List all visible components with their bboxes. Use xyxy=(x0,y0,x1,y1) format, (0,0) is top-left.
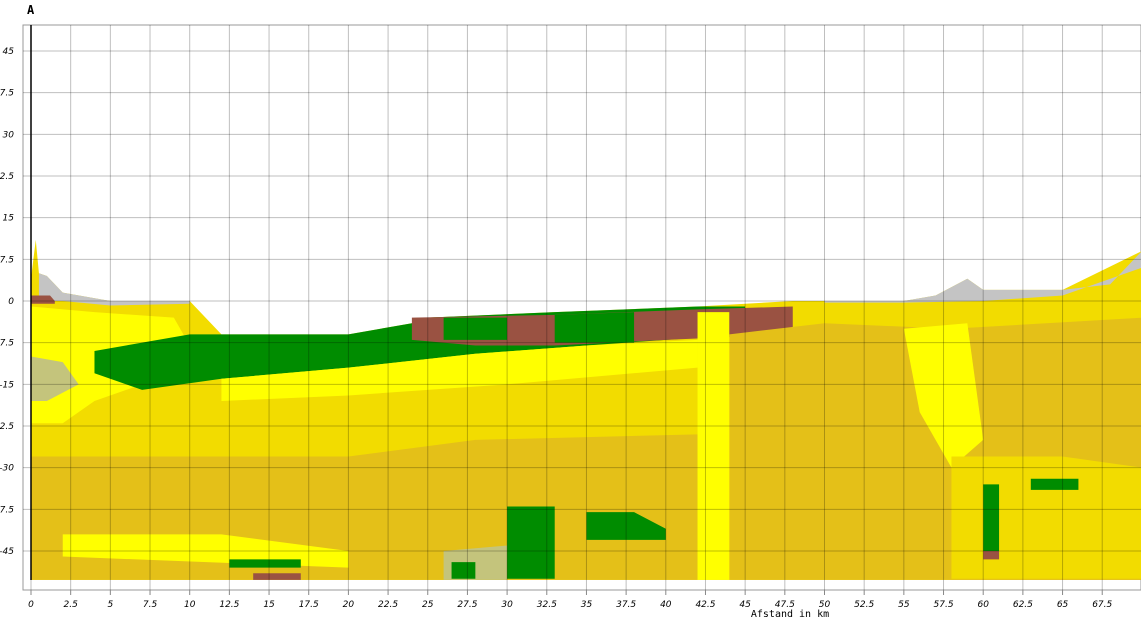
y-tick-label: 7.5 xyxy=(0,255,14,265)
unit-gold xyxy=(951,456,1141,579)
unit-green xyxy=(507,506,555,579)
y-tick-label: 30 xyxy=(3,130,15,140)
unit-yellow xyxy=(697,312,730,580)
y-tick-label: -30 xyxy=(0,464,14,474)
x-tick-label: 42.5 xyxy=(695,600,715,610)
y-tick-label: 22.5 xyxy=(0,172,14,182)
unit-green xyxy=(983,484,1000,551)
y-tick-label: -22.5 xyxy=(0,422,14,432)
unit-grey xyxy=(824,251,1141,303)
x-tick-label: 5 xyxy=(107,600,113,610)
unit-brown xyxy=(253,573,301,580)
y-tick-label: 0 xyxy=(8,297,14,307)
x-tick-label: 60 xyxy=(977,600,989,610)
x-tick-label: 52.5 xyxy=(854,600,874,610)
y-tick-label: -37.5 xyxy=(0,505,14,515)
y-tick-label: 37.5 xyxy=(0,89,14,99)
x-tick-label: 47.5 xyxy=(775,600,795,610)
x-axis-label: Afstand in km xyxy=(751,609,829,620)
unit-green xyxy=(443,317,508,340)
x-tick-label: 65 xyxy=(1057,600,1069,610)
x-tick-label: 25 xyxy=(422,600,434,610)
unit-green xyxy=(229,559,301,568)
geology-units xyxy=(31,239,1141,580)
x-tick-label: 35 xyxy=(581,600,593,610)
x-tick-label: 37.5 xyxy=(616,600,636,610)
unit-yellow xyxy=(221,339,698,401)
y-tick-label: -15 xyxy=(0,380,14,390)
unit-brown xyxy=(31,295,55,304)
x-tick-label: 30 xyxy=(501,600,513,610)
x-tick-label: 17.5 xyxy=(299,600,319,610)
x-tick-label: 15 xyxy=(263,600,275,610)
unit-brown xyxy=(983,551,1000,560)
x-tick-label: 62.5 xyxy=(1013,600,1033,610)
x-tick-label: 22.5 xyxy=(378,600,398,610)
x-tick-label: 57.5 xyxy=(934,600,954,610)
x-tick-label: 45 xyxy=(739,600,751,610)
x-tick-label: 55 xyxy=(898,600,910,610)
x-tick-label: 12.5 xyxy=(219,600,239,610)
y-tick-label: 15 xyxy=(3,214,15,224)
unit-green xyxy=(451,562,476,579)
x-tick-label: 32.5 xyxy=(537,600,557,610)
x-tick-label: 50 xyxy=(819,600,831,610)
x-tick-label: 7.5 xyxy=(143,600,158,610)
chart-title: A xyxy=(27,3,35,17)
x-tick-label: 27.5 xyxy=(457,600,477,610)
unit-green xyxy=(554,312,635,343)
unit-khaki xyxy=(31,356,79,401)
x-tick-label: 10 xyxy=(184,600,196,610)
unit-yellow xyxy=(903,323,984,468)
y-tick-label: -45 xyxy=(0,547,14,557)
x-tick-label: 67.5 xyxy=(1092,600,1112,610)
x-tick-label: 2.5 xyxy=(64,600,79,610)
unit-green xyxy=(1030,478,1079,490)
x-tick-label: 40 xyxy=(660,600,672,610)
unit-grey xyxy=(38,273,190,306)
unit-green xyxy=(586,512,666,540)
grid xyxy=(23,25,1141,595)
y-tick-label: -7.5 xyxy=(0,339,14,349)
x-tick-label: 0 xyxy=(28,600,34,610)
x-tick-label: 20 xyxy=(343,600,355,610)
y-tick-label: 45 xyxy=(3,47,15,57)
